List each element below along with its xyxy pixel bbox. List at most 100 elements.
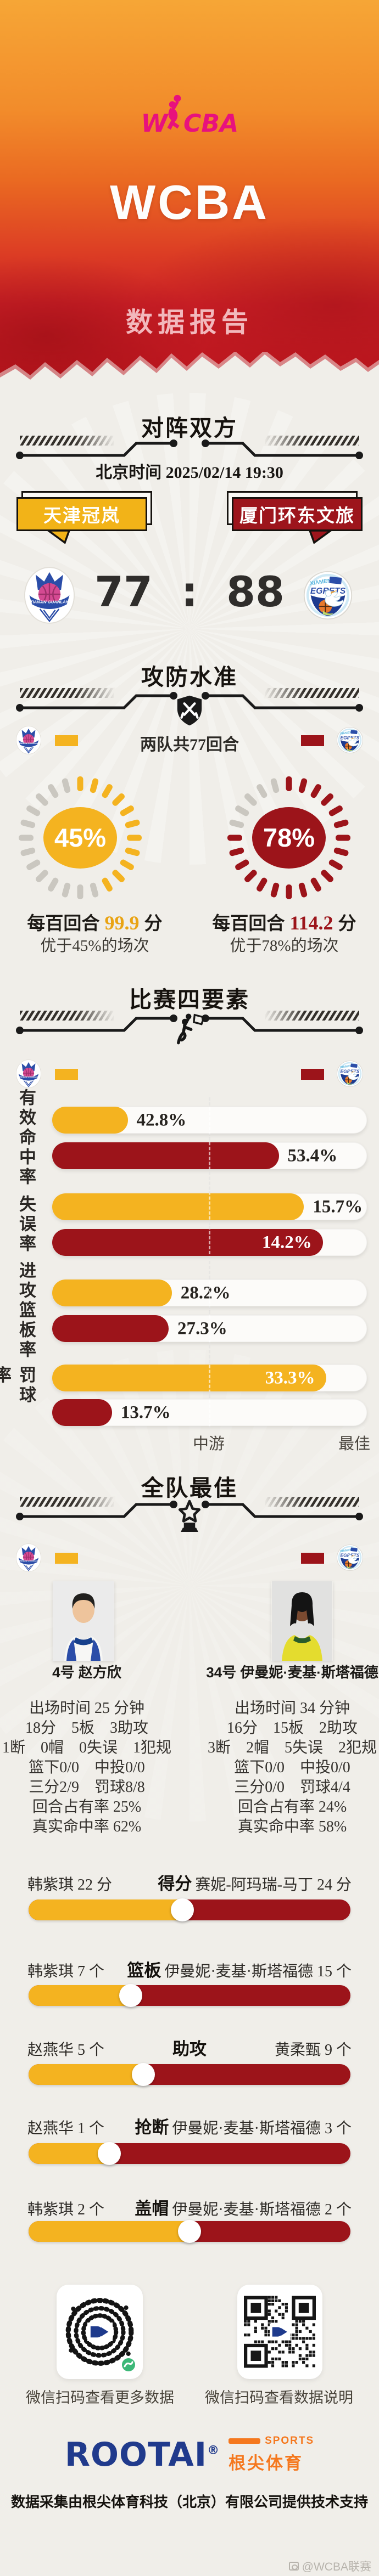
home-rating-value: 99.9	[104, 912, 140, 934]
tianjin-guanlan-logo	[23, 565, 76, 625]
home-leader: 赵燕华 5 个	[27, 2042, 105, 2059]
away-leader: 伊曼妮·麦基·斯塔福德 2 个	[172, 2201, 352, 2218]
away-bar: 14.2%	[52, 1229, 323, 1256]
team-legend: 两队共77回合	[0, 725, 379, 757]
away-percentile-value: 78%	[263, 823, 315, 852]
home-bar: 28.2%	[52, 1279, 230, 1306]
category-label: 助攻	[172, 2039, 207, 2059]
home-player-name: 4号 赵方欣	[52, 1664, 121, 1681]
home-leader: 赵燕华 1 个	[27, 2120, 105, 2137]
brand-sports-label: SPORTS	[265, 2435, 315, 2447]
dunking-player-icon	[168, 1013, 210, 1047]
away-leader: 伊曼妮·麦基·斯塔福德 3 个	[172, 2120, 352, 2137]
hero-banner: W CBA WCBA 数据报告	[0, 0, 379, 391]
shield-icon	[175, 695, 204, 726]
brand-chinese-name: 根尖体育	[228, 2454, 304, 2473]
away-bar-value: 13.7%	[120, 1402, 171, 1422]
rootai-brand: ROOTAI® SPORTS 根尖体育	[0, 2435, 379, 2474]
banner-tail	[47, 529, 71, 544]
wcba-logo-player-icon	[167, 94, 181, 130]
away-bar-value: 14.2%	[262, 1232, 312, 1252]
qr-code-more-data	[57, 2285, 143, 2379]
home-bar-value: 33.3%	[265, 1368, 315, 1388]
away-color-swatch	[301, 1069, 324, 1080]
factor-label: 失误率	[16, 1195, 36, 1254]
home-bar: 15.7%	[52, 1193, 363, 1220]
banner-tail	[308, 529, 332, 544]
page-subtitle: 数据报告	[125, 308, 253, 337]
category-label: 抢断	[135, 2118, 169, 2137]
away-team-name: 厦门环东文旅	[232, 497, 363, 531]
xiamen-egrets-logo	[336, 1544, 364, 1571]
team-legend	[0, 1059, 379, 1091]
axis-label-mid: 中游	[192, 1435, 225, 1453]
home-bar-value: 42.8%	[136, 1110, 187, 1130]
away-bar-value: 27.3%	[177, 1318, 227, 1338]
away-bar: 53.4%	[52, 1142, 337, 1169]
home-team-banner: 天津冠岚	[16, 491, 152, 548]
axis-label-best: 最佳	[338, 1435, 370, 1453]
wechat-icon	[121, 2357, 136, 2372]
watermark: @WCBA联赛	[288, 2558, 371, 2574]
h2h-rebounds-labels: 韩紫琪 7 个 篮板 伊曼妮·麦基·斯塔福德 15 个	[27, 1957, 352, 1981]
xiamen-egrets-logo	[336, 726, 364, 754]
home-rating-percentile-note: 优于45%的场次	[40, 937, 149, 955]
home-bar-value: 28.2%	[180, 1283, 231, 1303]
tianjin-guanlan-logo	[15, 1059, 42, 1089]
away-leader: 伊曼妮·麦基·斯塔福德 15 个	[164, 1963, 352, 1980]
away-rating-percentile-note: 优于78%的场次	[230, 937, 339, 955]
section-title-offdef: 攻防水准	[141, 664, 238, 690]
wcba-logo-cba: CBA	[183, 110, 238, 138]
wcba-league-logo: W CBA	[141, 94, 238, 138]
category-label: 盖帽	[135, 2199, 169, 2218]
home-score: 77	[94, 567, 153, 616]
qr-right-caption: 微信扫码查看数据说明	[205, 2389, 353, 2406]
home-color-swatch	[55, 735, 78, 746]
away-color-swatch	[301, 735, 324, 746]
away-player-stats: 出场时间 34 分钟 16分 15板 2助攻 3断 2帽 5失误 2犯规 篮下0…	[207, 1700, 377, 1835]
wechat-minicode-icon	[65, 2298, 134, 2366]
away-percentile-gauge: 78%	[227, 776, 350, 899]
h2h-assists-labels: 赵燕华 5 个 助攻 黄柔甄 9 个	[27, 2035, 352, 2060]
home-color-swatch	[55, 1553, 78, 1564]
home-share	[29, 2220, 201, 2243]
midline-dashed-overlay	[209, 1097, 210, 1428]
factor-label: 有效命中率	[16, 1089, 36, 1187]
section-title-factors: 比赛四要素	[129, 987, 250, 1012]
home-leader: 韩紫琪 7 个	[27, 1963, 105, 1980]
home-player-stats: 出场时间 25 分钟 18分 5板 3助攻 1断 0帽 0失误 1犯规 篮下0/…	[2, 1700, 171, 1835]
rootai-mark	[269, 2324, 291, 2340]
h2h-points-labels: 韩紫琪 22 分 得分 赛妮-阿玛瑞-马丁 24 分	[27, 1870, 352, 1895]
section-title-best: 全队最佳	[141, 1475, 238, 1501]
h2h-rebounds-bar	[29, 1984, 350, 2007]
h2h-assists-bar	[29, 2063, 350, 2086]
tech-support-note: 数据采集由根尖体育科技（北京）有限公司提供技术支持	[10, 2494, 368, 2510]
away-color-swatch	[301, 1553, 324, 1564]
home-bar: 42.8%	[52, 1107, 186, 1134]
four-factors-chart: 有效命中率 失误率 进攻篮板率 罚球率 42.8% 53.4% 15.7% 14…	[0, 1089, 379, 1454]
trophy-icon	[174, 1499, 205, 1534]
torn-paper-edge	[0, 352, 379, 391]
away-player-photo	[272, 1581, 332, 1661]
rootai-mark	[87, 2323, 113, 2341]
h2h-points-bar	[29, 1898, 350, 1921]
factor-label: 进攻篮板率	[16, 1261, 36, 1360]
home-bar-value: 15.7%	[313, 1197, 363, 1216]
away-rating-line: 每百回合 114.2 分	[212, 912, 356, 934]
home-share	[29, 1898, 194, 1921]
home-rating-line: 每百回合 99.9 分	[27, 912, 163, 934]
match-time: 北京时间 2025/02/14 19:30	[96, 464, 283, 482]
home-color-swatch	[55, 1069, 78, 1080]
home-player-photo	[53, 1581, 114, 1661]
away-bar: 13.7%	[52, 1399, 171, 1426]
home-leader: 韩紫琪 22 分	[27, 1876, 113, 1893]
home-percentile-gauge: 45%	[19, 776, 142, 899]
away-team-banner: 厦门环东文旅	[227, 491, 363, 548]
away-rating-value: 114.2	[289, 912, 333, 934]
h2h-steals-bar	[29, 2142, 350, 2165]
h2h-blocks-labels: 韩紫琪 2 个 盖帽 伊曼妮·麦基·斯塔福德 2 个	[27, 2195, 352, 2219]
category-label: 篮板	[127, 1961, 161, 1980]
h2h-steals-labels: 赵燕华 1 个 抢断 伊曼妮·麦基·斯塔福德 3 个	[27, 2113, 352, 2138]
page-title: WCBA	[110, 175, 269, 229]
